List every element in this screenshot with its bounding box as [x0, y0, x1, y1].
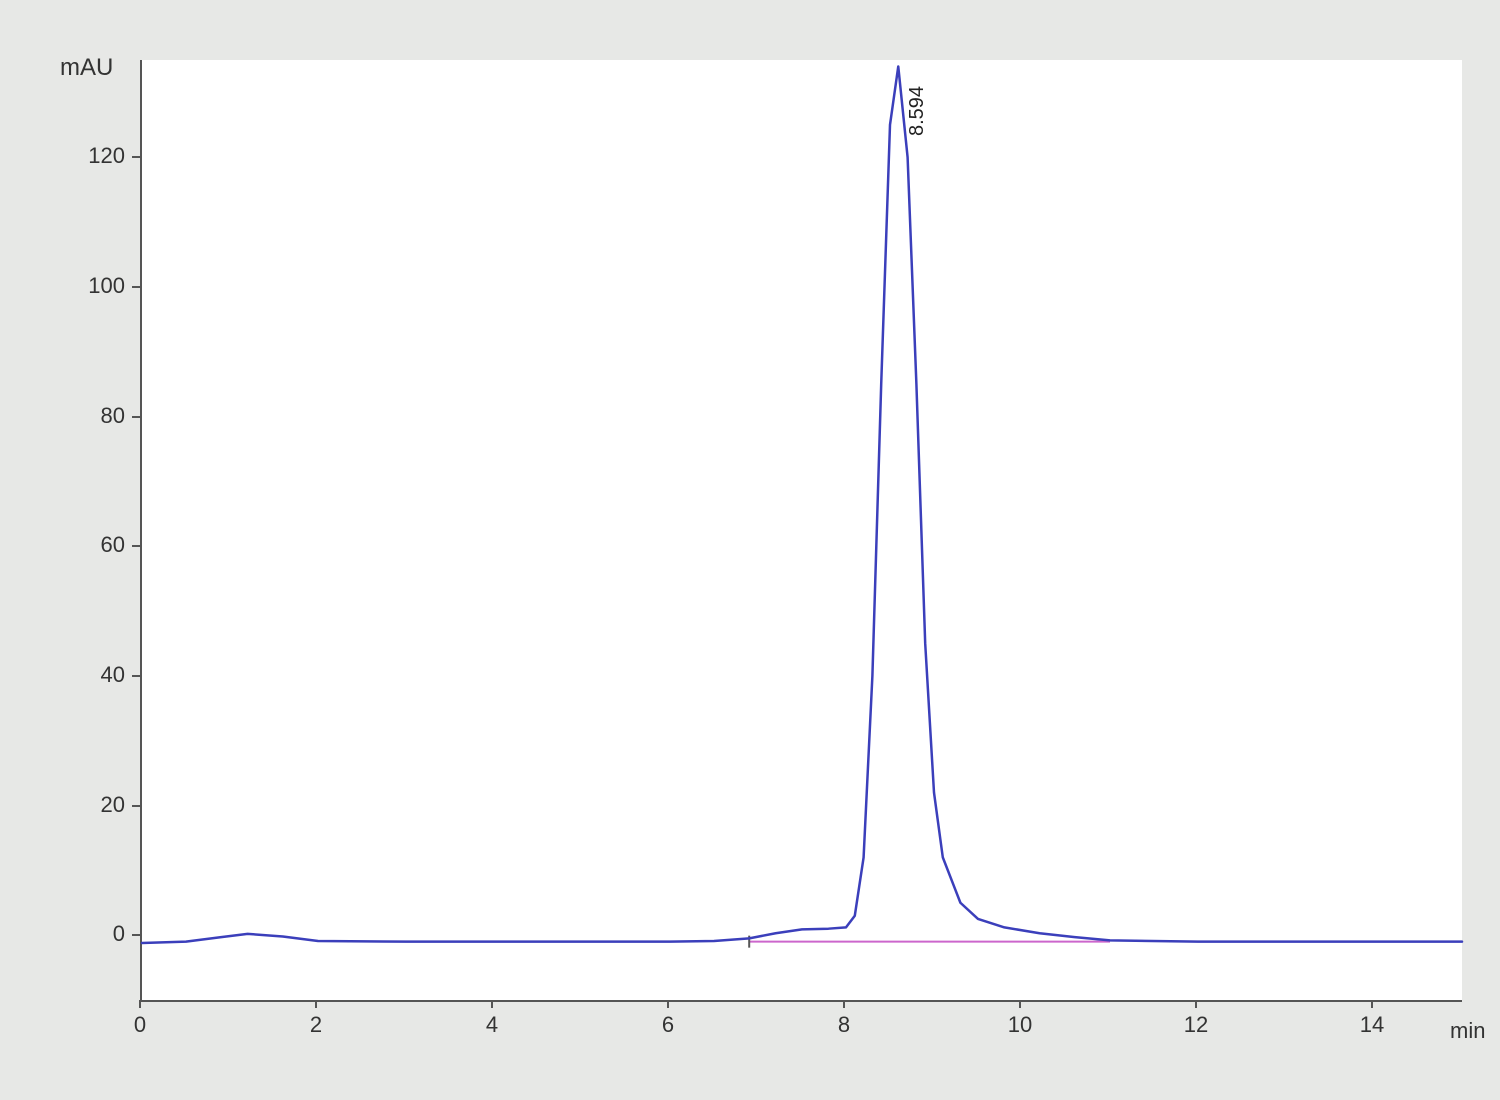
y-tick: [132, 934, 140, 936]
y-tick: [132, 156, 140, 158]
x-tick-label: 14: [1352, 1012, 1392, 1038]
x-tick-label: 12: [1176, 1012, 1216, 1038]
x-tick: [667, 1000, 669, 1008]
y-tick: [132, 416, 140, 418]
x-tick-label: 8: [824, 1012, 864, 1038]
x-tick: [139, 1000, 141, 1008]
y-tick: [132, 286, 140, 288]
x-tick-label: 0: [120, 1012, 160, 1038]
chromatogram-chart: mAU min 0 20 40 60 80 100 120 0 2 4 6 8 10 12 14 8.594: [0, 0, 1500, 1100]
y-tick-label: 120: [50, 143, 125, 169]
y-tick-label: 40: [50, 662, 125, 688]
y-tick-label: 80: [50, 403, 125, 429]
x-tick-label: 4: [472, 1012, 512, 1038]
trace-svg: [142, 60, 1462, 1000]
y-tick-label: 60: [50, 532, 125, 558]
x-tick: [315, 1000, 317, 1008]
y-tick: [132, 545, 140, 547]
x-tick: [1019, 1000, 1021, 1008]
plot-area: [140, 60, 1462, 1002]
x-tick-label: 2: [296, 1012, 336, 1038]
x-tick-label: 6: [648, 1012, 688, 1038]
x-tick: [843, 1000, 845, 1008]
y-tick-label: 100: [50, 273, 125, 299]
peak-retention-label: 8.594: [906, 86, 929, 136]
axis-top-left-mark: [140, 60, 142, 70]
y-axis-unit: mAU: [60, 54, 113, 82]
x-tick-label: 10: [1000, 1012, 1040, 1038]
y-tick-label: 0: [50, 921, 125, 947]
y-tick: [132, 805, 140, 807]
y-tick-label: 20: [50, 792, 125, 818]
x-tick: [1195, 1000, 1197, 1008]
x-tick: [491, 1000, 493, 1008]
x-axis-unit: min: [1450, 1018, 1485, 1044]
x-tick: [1371, 1000, 1373, 1008]
y-tick: [132, 675, 140, 677]
chromatogram-trace: [142, 66, 1462, 942]
